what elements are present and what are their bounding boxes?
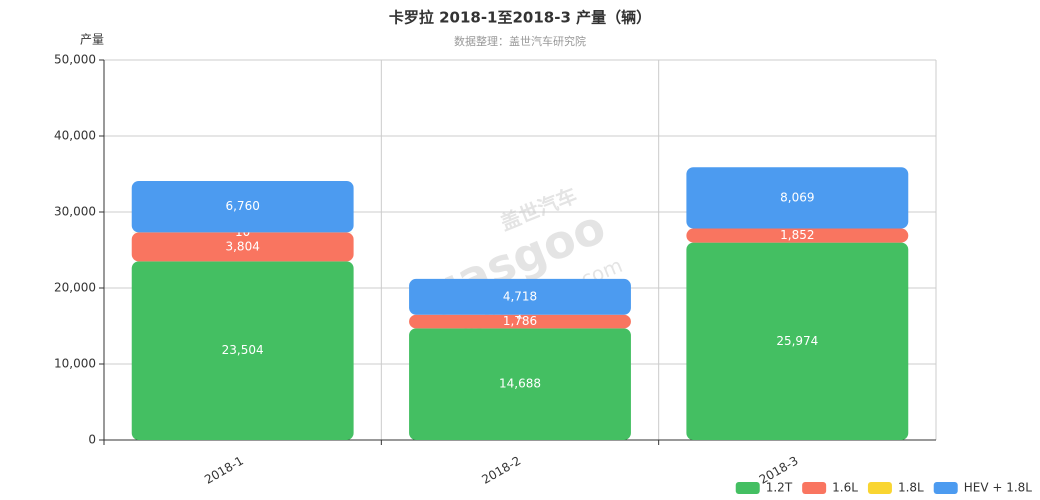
data-label: 14,688 (499, 377, 541, 391)
bar-segment (131, 181, 354, 233)
legend-label: 1.2T (766, 481, 793, 495)
x-tick-label: 2018-1 (202, 454, 246, 487)
chart-title: 卡罗拉 2018-1至2018-3 产量（辆） (389, 9, 651, 27)
bar-segment (686, 242, 909, 440)
bar-segment (409, 278, 631, 315)
y-tick-label: 10,000 (54, 357, 96, 371)
legend-item: 1.2T (735, 481, 793, 495)
legend-label: 1.8L (898, 481, 924, 495)
legend-label: HEV + 1.8L (964, 481, 1033, 495)
data-label: 8,069 (780, 190, 814, 204)
x-tick-label: 2018-2 (479, 454, 523, 487)
bar-segment (686, 167, 909, 229)
data-label: 6,760 (225, 199, 259, 213)
bar-segment (686, 228, 909, 243)
y-tick-label: 30,000 (54, 205, 96, 219)
legend-swatch (867, 482, 892, 494)
y-tick-label: 0 (88, 433, 96, 447)
data-label: 3,804 (225, 239, 259, 253)
legend-item: 1.6L (802, 481, 858, 495)
data-label: 23,504 (222, 343, 264, 357)
legend-label: 1.6L (832, 481, 858, 495)
y-tick-label: 40,000 (54, 129, 96, 143)
legend-item: 1.8L (867, 481, 924, 495)
data-label: 4,718 (503, 289, 537, 303)
data-label: 1,852 (780, 228, 814, 242)
bar-segment (409, 314, 631, 329)
legend-swatch (735, 482, 760, 494)
legend-item: HEV + 1.8L (933, 481, 1033, 495)
y-tick-label: 20,000 (54, 281, 96, 295)
legend-swatch (802, 482, 827, 494)
data-label: 1,786 (503, 314, 537, 328)
y-tick-label: 50,000 (54, 53, 96, 67)
bar-segment (131, 261, 354, 440)
y-axis-label: 产量 (80, 33, 104, 47)
chart-subtitle: 数据整理：盖世汽车研究院 (454, 34, 586, 48)
bar-segment (131, 232, 354, 262)
bar-segment (409, 328, 631, 440)
legend-swatch (933, 482, 958, 494)
data-label: 25,974 (776, 334, 818, 348)
